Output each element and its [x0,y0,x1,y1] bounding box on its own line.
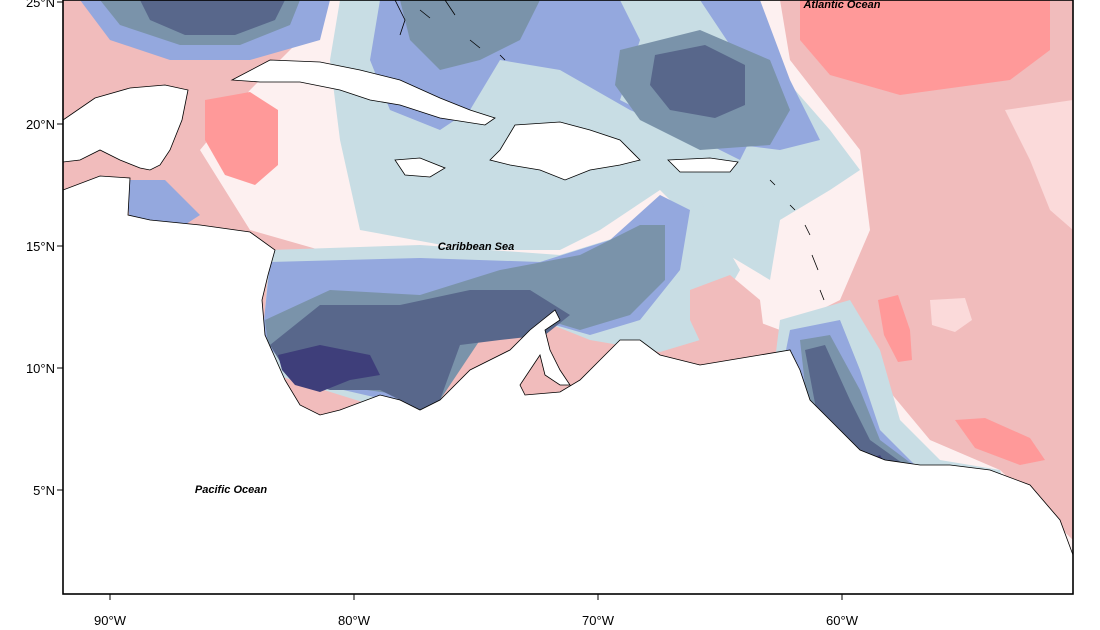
light-blue-honduras [126,180,200,228]
land-puerto-rico [667,157,739,173]
landmasses [63,59,1073,594]
latitude-axis: 25°N 20°N 15°N 10°N 5°N [26,0,63,498]
island-outlines [394,0,825,301]
land-yucatan [63,84,189,171]
lon-tick-label: 60°W [826,613,859,628]
land-hispaniola [489,121,641,181]
lat-tick-label: 25°N [26,0,55,10]
land-cuba [230,59,496,126]
dark-central [650,45,745,118]
warm-core-yucatan [205,92,278,185]
pacific-ocean-label: Pacific Ocean [195,484,267,496]
lon-tick-label: 80°W [338,613,371,628]
longitude-axis: 90°W 80°W 70°W 60°W [94,594,859,628]
land-jamaica [394,157,446,178]
slate-north [400,0,540,70]
warm-core-venezuela [690,275,765,360]
lon-tick-label: 90°W [94,613,127,628]
lat-tick-label: 10°N [26,361,55,376]
lesser-antilles [769,179,825,301]
warm-core-atlantic [800,0,1050,95]
darkest-caribbean [278,345,380,392]
lat-tick-label: 5°N [33,483,55,498]
lat-tick-label: 15°N [26,239,55,254]
bahamas [394,0,506,61]
land-central-south-america [63,175,1073,594]
light-strip-east [1005,100,1073,230]
light-patch-east [930,298,972,332]
lon-tick-label: 70°W [582,613,615,628]
caribbean-sea-label: Caribbean Sea [438,241,514,253]
warm-core-east-b [955,418,1045,465]
warm-core-east-a [878,295,912,362]
map-frame [62,0,1074,595]
lat-tick-label: 20°N [26,117,55,132]
dark-gulf [140,0,285,35]
atlantic-ocean-label: Atlantic Ocean [802,0,880,11]
